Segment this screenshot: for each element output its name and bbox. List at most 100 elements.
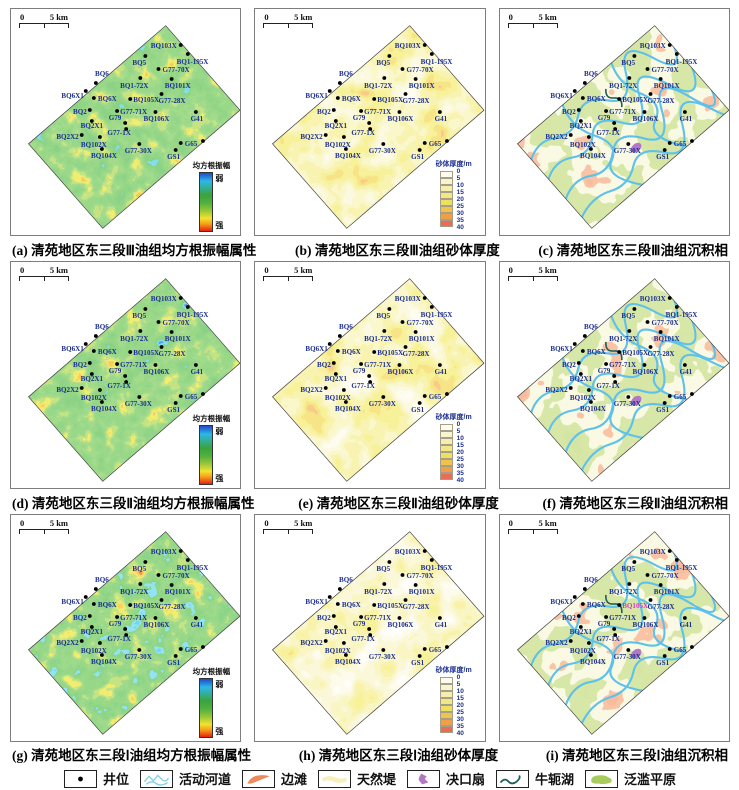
well-dot-G77-70X [645,320,650,324]
well-label-G77-30X: G77-30X [369,147,396,155]
well-dot-G77-70X [645,67,650,71]
scale-bar: 0 5 km [263,266,314,281]
thickness-tick-label: 40 [456,477,464,484]
well-dot-G77-30X [381,395,386,399]
well-dot-BQ103X [423,549,427,553]
legend-item-well: 井位 [63,769,129,788]
well-label-BQ5: BQ5 [132,565,146,573]
well-dot [445,645,450,649]
well-dot-BQ2 [87,108,92,112]
caption-c: (c) 清苑地区东三段Ⅲ油组沉积相 [538,242,728,258]
well-label-G77-1X: G77-1X [352,635,376,643]
well-label-G41: G41 [679,621,692,629]
map-surface [517,25,729,229]
well-dot-G77-1X [368,380,373,384]
thickness-tick-label: 20 [456,449,464,456]
well-label-BQ6: BQ6 [339,70,353,78]
well-label-BQ103X: BQ103X [639,295,665,303]
well-dot-BQ2 [576,108,581,112]
thickness-swatch [439,438,453,445]
map-border [516,531,729,735]
active-channel-line [579,600,729,727]
amplitude-weak-label: 弱 [215,680,224,689]
well-label-G41: G41 [435,621,448,629]
scale-zero-label: 0 [508,12,513,22]
amplitude-legend-title: 均方根振幅 [192,667,231,676]
well-dot-G77-71X [603,362,608,366]
well-dot-BQ5 [143,54,148,58]
well-dot-BQ104X [100,653,104,657]
well-label-BQ105X: BQ105X [133,349,159,357]
well-label-G65: G65 [673,646,686,654]
active-channel-line [546,56,697,183]
map-border [28,531,241,735]
well-label-G77-71X: G77-71X [364,361,391,369]
scale-bar: 0 5 km [263,13,314,28]
well-dot-BQ102X [97,135,102,139]
amplitude-gradient-bar [199,425,214,485]
scale-distance-label: 5 km [49,265,68,275]
well-dot-BQ102X [586,641,591,645]
well-dot-BQ1-72X [138,329,143,333]
well-dot-BQ2 [332,361,337,365]
active-channel-line [560,101,646,187]
well-dot-G65 [423,141,427,145]
caption-row-2: (d) 清苑地区东三段Ⅱ油组均方根振幅属性 (e) 清苑地区东三段Ⅱ油组砂体厚度 (… [10,489,730,514]
thickness-swatch [439,719,453,726]
well-dot-BQ106X [153,616,158,620]
well-label-G77-28X: G77-28X [158,350,185,358]
well-label-BQ1-72X: BQ1-72X [364,82,392,90]
well-label-G77-28X: G77-28X [403,603,430,611]
well-label-G65: G65 [429,646,442,654]
well-label-BQ106X: BQ106X [388,115,414,123]
well-dot-G77-1X [368,633,373,637]
well-dot-G41 [682,616,687,620]
caption-g: (g) 清苑地区东三段Ⅰ油组均方根振幅属性 [12,748,252,763]
well-label-G79: G79 [353,620,366,628]
well-dot-G65 [667,394,672,398]
active-channel-line [529,35,678,163]
well-dot-G41 [682,363,687,367]
well-dot-G77-30X [626,395,630,399]
well-dot-BQ1-72X [138,582,143,586]
well-dot [689,645,694,649]
well-label-G77-30X: G77-30X [613,653,640,661]
well-dot-BQ2X2 [324,133,328,137]
amplitude-colorbar-legend: 均方根振幅 弱 强 [185,160,237,232]
well-label-BQ5: BQ5 [132,312,146,320]
well-dot-BQ1-72X [382,329,387,333]
well-label-BQ2: BQ2 [562,361,576,369]
well-label-BQ105X: BQ105X [622,96,648,104]
active-channel-line [563,580,716,708]
scale-bar: 0 5 km [507,519,558,534]
well-label-BQ106X: BQ106X [632,621,658,629]
well-dot-BQ6X1 [572,89,577,93]
well-dot-G41 [682,110,687,114]
well-dot-BQ103X [178,296,183,300]
well-label-BQ6X: BQ6X [587,348,606,356]
well-dot-BQ106X [397,110,402,114]
oxbow-lake-line [604,88,623,108]
well-label-BQ6: BQ6 [584,323,598,331]
well-dot-GS1 [173,654,178,658]
well-dot-BQ6X1 [83,89,88,93]
well-dot-BQ102X [342,135,347,139]
well-dot-G79 [123,121,128,125]
well-label-BQ6X: BQ6X [587,95,606,103]
well-dot-BQ6 [93,334,98,338]
well-label-G77-28X: G77-28X [158,97,185,105]
well-label-BQ105X: BQ105X [133,602,159,610]
active-channel-icon [139,769,173,788]
well-dot-BQ101X [169,77,174,81]
well-dot-BQ2X1 [89,119,94,123]
thickness-tick-label: 30 [456,463,464,470]
well-dot-BQ1-195X [674,305,679,309]
well-dot-BQ106X [642,616,647,620]
well-label-BQ2X1: BQ2X1 [569,628,592,636]
well-label-BQ104X: BQ104X [91,658,117,666]
well-dot-BQ101X [169,583,174,587]
well-label-BQ6: BQ6 [339,323,353,331]
well-dot-BQ5 [632,54,636,58]
caption-b: (b) 清苑地区东三段Ⅲ油组砂体厚度 [295,242,500,258]
well-dot [689,139,694,143]
